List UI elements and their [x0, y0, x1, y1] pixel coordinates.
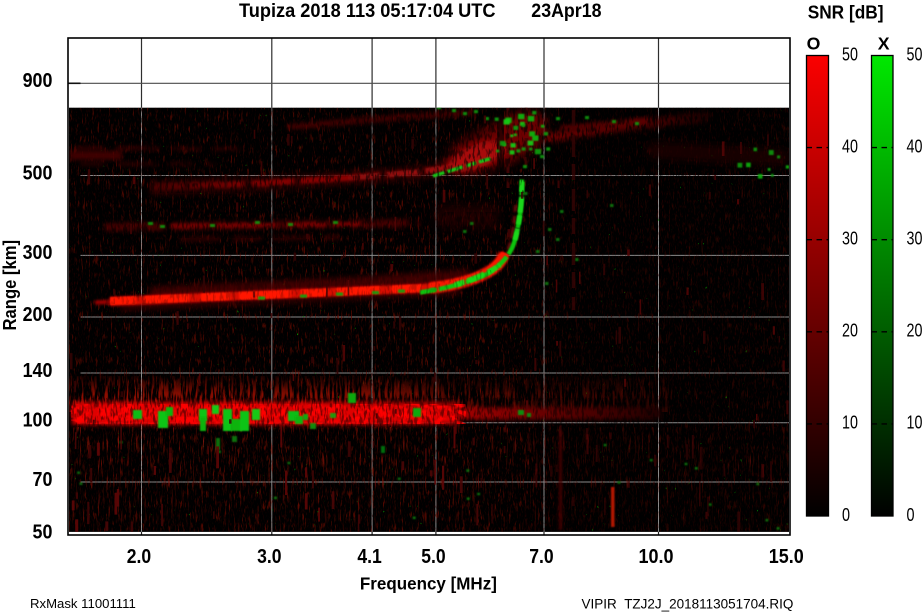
svg-text:20: 20: [907, 321, 922, 341]
svg-text:10: 10: [907, 413, 922, 433]
svg-text:30: 30: [907, 229, 922, 249]
svg-text:15.0: 15.0: [769, 546, 804, 568]
svg-text:O: O: [807, 33, 821, 53]
svg-text:2.0: 2.0: [127, 546, 151, 568]
svg-text:3.0: 3.0: [257, 546, 281, 568]
svg-text:900: 900: [23, 70, 53, 92]
svg-text:40: 40: [842, 136, 858, 156]
svg-text:Tupiza 2018 113 05:17:04 UTC: Tupiza 2018 113 05:17:04 UTC: [239, 0, 496, 22]
svg-text:20: 20: [842, 321, 858, 341]
svg-text:30: 30: [842, 229, 858, 249]
svg-text:70: 70: [33, 469, 53, 491]
svg-text:SNR [dB]: SNR [dB]: [808, 2, 884, 23]
svg-text:10: 10: [842, 413, 858, 433]
svg-text:50: 50: [907, 44, 922, 64]
svg-text:VIPIR TZJ2J_2018113051704.RIQ: VIPIR TZJ2J_2018113051704.RIQ: [582, 596, 794, 611]
svg-text:100: 100: [23, 410, 53, 432]
svg-text:50: 50: [33, 521, 53, 543]
svg-text:RxMask 11001111: RxMask 11001111: [30, 596, 136, 611]
svg-text:Frequency [MHz]: Frequency [MHz]: [360, 573, 497, 593]
svg-text:500: 500: [23, 162, 53, 184]
svg-text:4.1: 4.1: [357, 546, 381, 568]
svg-text:X: X: [878, 33, 890, 53]
svg-text:300: 300: [23, 242, 53, 264]
svg-text:50: 50: [842, 44, 858, 64]
svg-text:Range [km]: Range [km]: [0, 240, 20, 331]
svg-text:23Apr18: 23Apr18: [531, 0, 601, 22]
svg-text:0: 0: [842, 505, 850, 525]
svg-text:7.0: 7.0: [529, 546, 553, 568]
svg-text:0: 0: [907, 505, 915, 525]
svg-text:200: 200: [23, 304, 53, 326]
svg-text:40: 40: [907, 136, 922, 156]
svg-text:5.0: 5.0: [421, 546, 445, 568]
svg-text:10.0: 10.0: [639, 546, 674, 568]
svg-text:140: 140: [23, 360, 53, 382]
